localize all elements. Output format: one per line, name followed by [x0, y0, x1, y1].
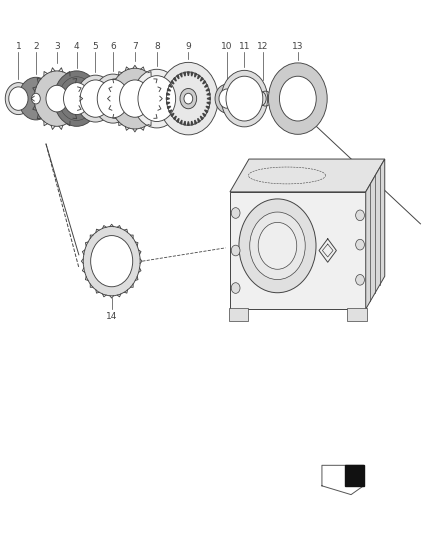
- Circle shape: [356, 274, 364, 285]
- Circle shape: [5, 83, 32, 115]
- Circle shape: [104, 252, 120, 271]
- Text: 11: 11: [239, 42, 250, 51]
- Polygon shape: [198, 75, 200, 79]
- Polygon shape: [230, 159, 385, 192]
- Circle shape: [279, 76, 316, 121]
- Text: 10: 10: [221, 42, 233, 51]
- Circle shape: [54, 71, 99, 126]
- Polygon shape: [177, 75, 179, 79]
- Text: 7: 7: [132, 42, 138, 51]
- Bar: [229, 308, 248, 321]
- Polygon shape: [195, 120, 197, 124]
- Polygon shape: [167, 88, 171, 91]
- Circle shape: [268, 63, 327, 134]
- Polygon shape: [207, 102, 210, 104]
- Circle shape: [293, 92, 303, 105]
- Text: 5: 5: [92, 42, 99, 51]
- Polygon shape: [173, 116, 176, 120]
- Text: 14: 14: [106, 312, 117, 321]
- Polygon shape: [173, 77, 176, 81]
- Circle shape: [80, 80, 111, 117]
- Polygon shape: [366, 159, 385, 309]
- Circle shape: [76, 75, 115, 122]
- Circle shape: [356, 210, 364, 221]
- Circle shape: [32, 93, 40, 104]
- Polygon shape: [184, 72, 185, 76]
- Circle shape: [258, 222, 297, 269]
- Circle shape: [287, 85, 309, 112]
- Text: 8: 8: [154, 42, 160, 51]
- Circle shape: [91, 236, 133, 287]
- Polygon shape: [207, 98, 210, 100]
- Circle shape: [231, 245, 240, 256]
- Polygon shape: [203, 80, 206, 84]
- Circle shape: [356, 239, 364, 250]
- Text: 6: 6: [110, 42, 116, 51]
- FancyBboxPatch shape: [230, 192, 366, 309]
- Circle shape: [34, 71, 80, 126]
- Polygon shape: [180, 120, 182, 124]
- Circle shape: [64, 83, 90, 115]
- Circle shape: [83, 227, 140, 296]
- Polygon shape: [166, 102, 170, 104]
- Circle shape: [221, 70, 268, 127]
- Polygon shape: [191, 72, 193, 76]
- Circle shape: [120, 80, 150, 117]
- Circle shape: [108, 257, 115, 265]
- Circle shape: [133, 69, 181, 128]
- Polygon shape: [167, 107, 171, 109]
- Polygon shape: [166, 93, 170, 95]
- Polygon shape: [205, 84, 208, 87]
- Polygon shape: [206, 88, 209, 91]
- Circle shape: [138, 76, 176, 122]
- Polygon shape: [198, 118, 200, 122]
- Polygon shape: [201, 77, 203, 81]
- Polygon shape: [169, 110, 172, 113]
- Circle shape: [110, 68, 160, 129]
- Circle shape: [231, 208, 240, 219]
- Text: 12: 12: [257, 42, 268, 51]
- Polygon shape: [177, 118, 179, 122]
- Polygon shape: [171, 114, 174, 117]
- Circle shape: [97, 79, 129, 118]
- Polygon shape: [206, 107, 209, 109]
- Bar: [347, 308, 367, 321]
- Polygon shape: [195, 73, 197, 77]
- Polygon shape: [201, 116, 203, 120]
- Text: 3: 3: [54, 42, 60, 51]
- Circle shape: [180, 88, 197, 109]
- Circle shape: [18, 77, 53, 120]
- Polygon shape: [191, 121, 193, 125]
- Polygon shape: [205, 110, 208, 113]
- Text: 9: 9: [185, 42, 191, 51]
- Polygon shape: [171, 80, 174, 84]
- Circle shape: [226, 76, 263, 121]
- Polygon shape: [169, 84, 172, 87]
- Circle shape: [184, 93, 193, 104]
- Polygon shape: [180, 73, 182, 77]
- Circle shape: [219, 89, 235, 108]
- Polygon shape: [207, 93, 210, 95]
- Text: 4: 4: [74, 42, 79, 51]
- Circle shape: [239, 199, 316, 293]
- Polygon shape: [203, 114, 206, 117]
- Polygon shape: [187, 122, 189, 125]
- Circle shape: [159, 62, 218, 135]
- Circle shape: [46, 85, 68, 112]
- Polygon shape: [166, 98, 170, 100]
- Polygon shape: [345, 465, 364, 486]
- Circle shape: [231, 282, 240, 293]
- Text: 13: 13: [292, 42, 304, 51]
- Polygon shape: [184, 121, 185, 125]
- Circle shape: [9, 87, 28, 110]
- Circle shape: [93, 74, 133, 123]
- Text: 1: 1: [15, 42, 21, 51]
- Circle shape: [250, 212, 305, 280]
- Polygon shape: [187, 72, 189, 76]
- Text: 2: 2: [33, 42, 39, 51]
- Circle shape: [215, 84, 239, 113]
